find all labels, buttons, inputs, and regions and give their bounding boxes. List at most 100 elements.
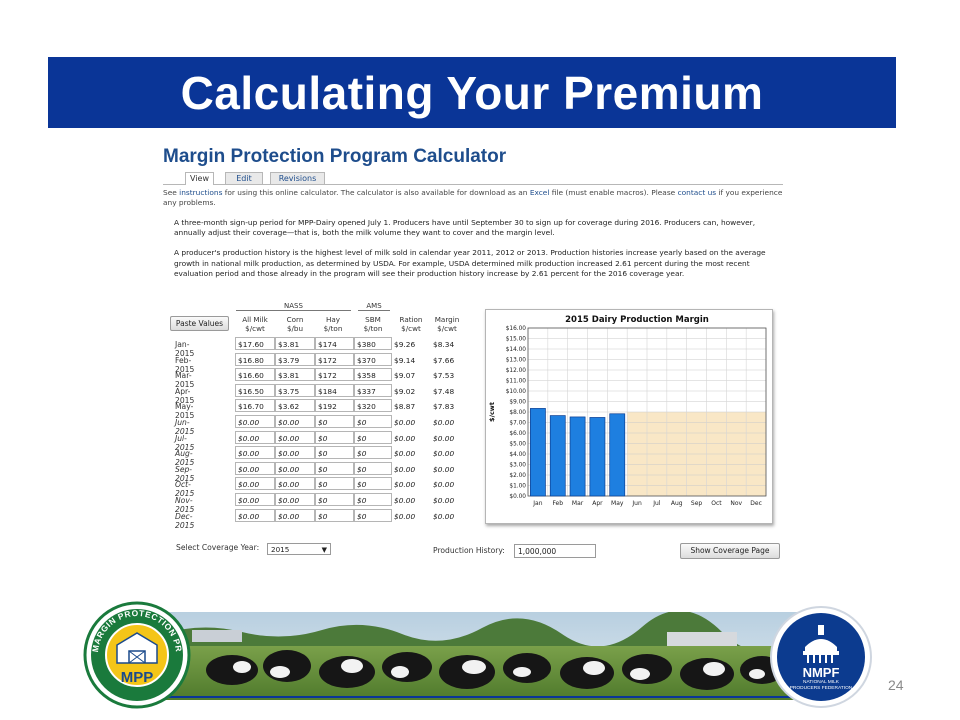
milk-input[interactable]: $16.50 [235,383,275,397]
hay-input[interactable]: $0 [315,508,354,522]
hay-input[interactable]: $172 [315,352,354,366]
excel-link[interactable]: Excel [529,188,550,197]
ration-value: $0.00 [394,511,416,521]
sbm-input[interactable]: $380 [354,337,392,350]
milk-input[interactable]: $16.70 [235,399,275,413]
y-tick-label: $13.00 [506,358,527,364]
milk-input[interactable]: $0.00 [235,461,275,475]
margin-value: $7.83 [433,402,455,412]
ration-value: $0.00 [394,464,416,474]
y-tick-label: $11.00 [506,379,527,385]
y-tick-label: $16.00 [506,326,527,332]
nmpf-abbrev: NMPF [802,665,840,680]
coverage-year-label: Select Coverage Year: [176,543,260,552]
month-label: Jul-2015 [175,433,195,452]
nass-group-label: NASS [236,302,351,311]
sbm-input[interactable]: $0 [354,493,392,506]
dairy-cows-illustration [162,612,810,700]
ration-value: $9.26 [394,340,416,349]
margin-value: $0.00 [433,433,455,443]
corn-input[interactable]: $3.81 [275,368,315,382]
instructions-link[interactable]: instructions [179,188,223,197]
tab-edit[interactable]: Edit [225,172,263,184]
month-label: Oct-2015 [175,480,195,499]
hay-input[interactable]: $172 [315,368,354,382]
milk-input[interactable]: $0.00 [235,477,275,491]
margin-value: $7.66 [433,355,455,365]
sbm-input[interactable]: $370 [354,352,392,366]
sbm-input[interactable]: $320 [354,399,392,413]
corn-input[interactable]: $3.81 [275,337,315,350]
sbm-input[interactable]: $358 [354,368,392,382]
sbm-input[interactable]: $0 [354,508,392,522]
sbm-input[interactable]: $0 [354,415,392,428]
corn-input[interactable]: $0.00 [275,477,315,491]
sbm-input[interactable]: $0 [354,430,392,444]
sbm-input[interactable]: $0 [354,446,392,460]
show-coverage-page-button[interactable]: Show Coverage Page [680,543,780,559]
corn-input[interactable]: $3.75 [275,383,315,397]
svg-text:MARGIN PROTECTION PROGRAM: MARGIN PROTECTION PROGRAM [83,601,184,653]
x-tick-label: Jan [532,500,542,507]
milk-input[interactable]: $16.80 [235,352,275,366]
margin-value: $0.00 [433,511,455,521]
corn-input[interactable]: $0.00 [275,461,315,475]
contact-us-link[interactable]: contact us [677,188,717,197]
ams-group-label: AMS [358,302,390,311]
milk-input[interactable]: $0.00 [235,446,275,460]
bar [569,416,586,497]
coverage-year-select[interactable]: 2015 ▼ [267,543,331,555]
y-tick-label: $2.00 [509,473,526,479]
y-axis-label: $/cwt [488,402,496,422]
hay-input[interactable]: $184 [315,383,354,397]
tab-view[interactable]: View [185,172,214,185]
x-tick-label: Mar [572,500,584,507]
hay-input[interactable]: $174 [315,337,354,350]
sbm-input[interactable]: $337 [354,383,392,397]
sbm-input[interactable]: $0 [354,477,392,491]
x-tick-label: Aug [671,500,683,507]
hay-input[interactable]: $0 [315,430,354,444]
margin-value: $7.48 [433,386,455,396]
bar [530,408,546,497]
plot-frame [527,327,767,497]
x-tick-label: Oct [711,500,722,507]
hay-input[interactable]: $0 [315,477,354,491]
corn-input[interactable]: $0.00 [275,415,315,428]
corn-input[interactable]: $0.00 [275,493,315,506]
production-history-paragraph: A producer's production history is the h… [174,248,766,278]
sbm-input[interactable]: $0 [354,461,392,475]
hay-input[interactable]: $0 [315,493,354,506]
milk-input[interactable]: $0.00 [235,493,275,506]
x-tick-label: Feb [552,500,563,507]
production-history-input[interactable]: 1,000,000 [514,544,596,558]
corn-input[interactable]: $3.79 [275,352,315,366]
column-header: Corn $/bu [286,315,304,333]
hay-input[interactable]: $192 [315,399,354,413]
ration-value: $0.00 [394,449,416,459]
corn-input[interactable]: $0.00 [275,508,315,522]
paste-values-button[interactable]: Paste Values [170,316,229,331]
milk-input[interactable]: $16.60 [235,368,275,382]
signup-paragraph: A three-month sign-up period for MPP-Dai… [174,218,756,238]
production-history-label: Production History: [433,546,505,555]
mpp-abbrev: MPP [120,669,154,686]
ration-value: $0.00 [394,418,416,427]
column-header: Ration $/cwt [399,315,423,333]
month-label: May-2015 [175,402,195,421]
tab-revisions[interactable]: Revisions [270,172,325,184]
coverage-year-value: 2015 [271,545,290,554]
corn-input[interactable]: $0.00 [275,430,315,444]
corn-input[interactable]: $0.00 [275,446,315,460]
milk-input[interactable]: $0.00 [235,508,275,522]
milk-input[interactable]: $0.00 [235,430,275,444]
margin-value: $0.00 [433,480,455,490]
y-tick-label: $6.00 [509,431,526,437]
corn-input[interactable]: $3.62 [275,399,315,413]
milk-input[interactable]: $17.60 [235,337,275,350]
y-tick-label: $5.00 [509,442,526,448]
hay-input[interactable]: $0 [315,415,354,428]
milk-input[interactable]: $0.00 [235,415,275,428]
hay-input[interactable]: $0 [315,446,354,460]
hay-input[interactable]: $0 [315,461,354,475]
